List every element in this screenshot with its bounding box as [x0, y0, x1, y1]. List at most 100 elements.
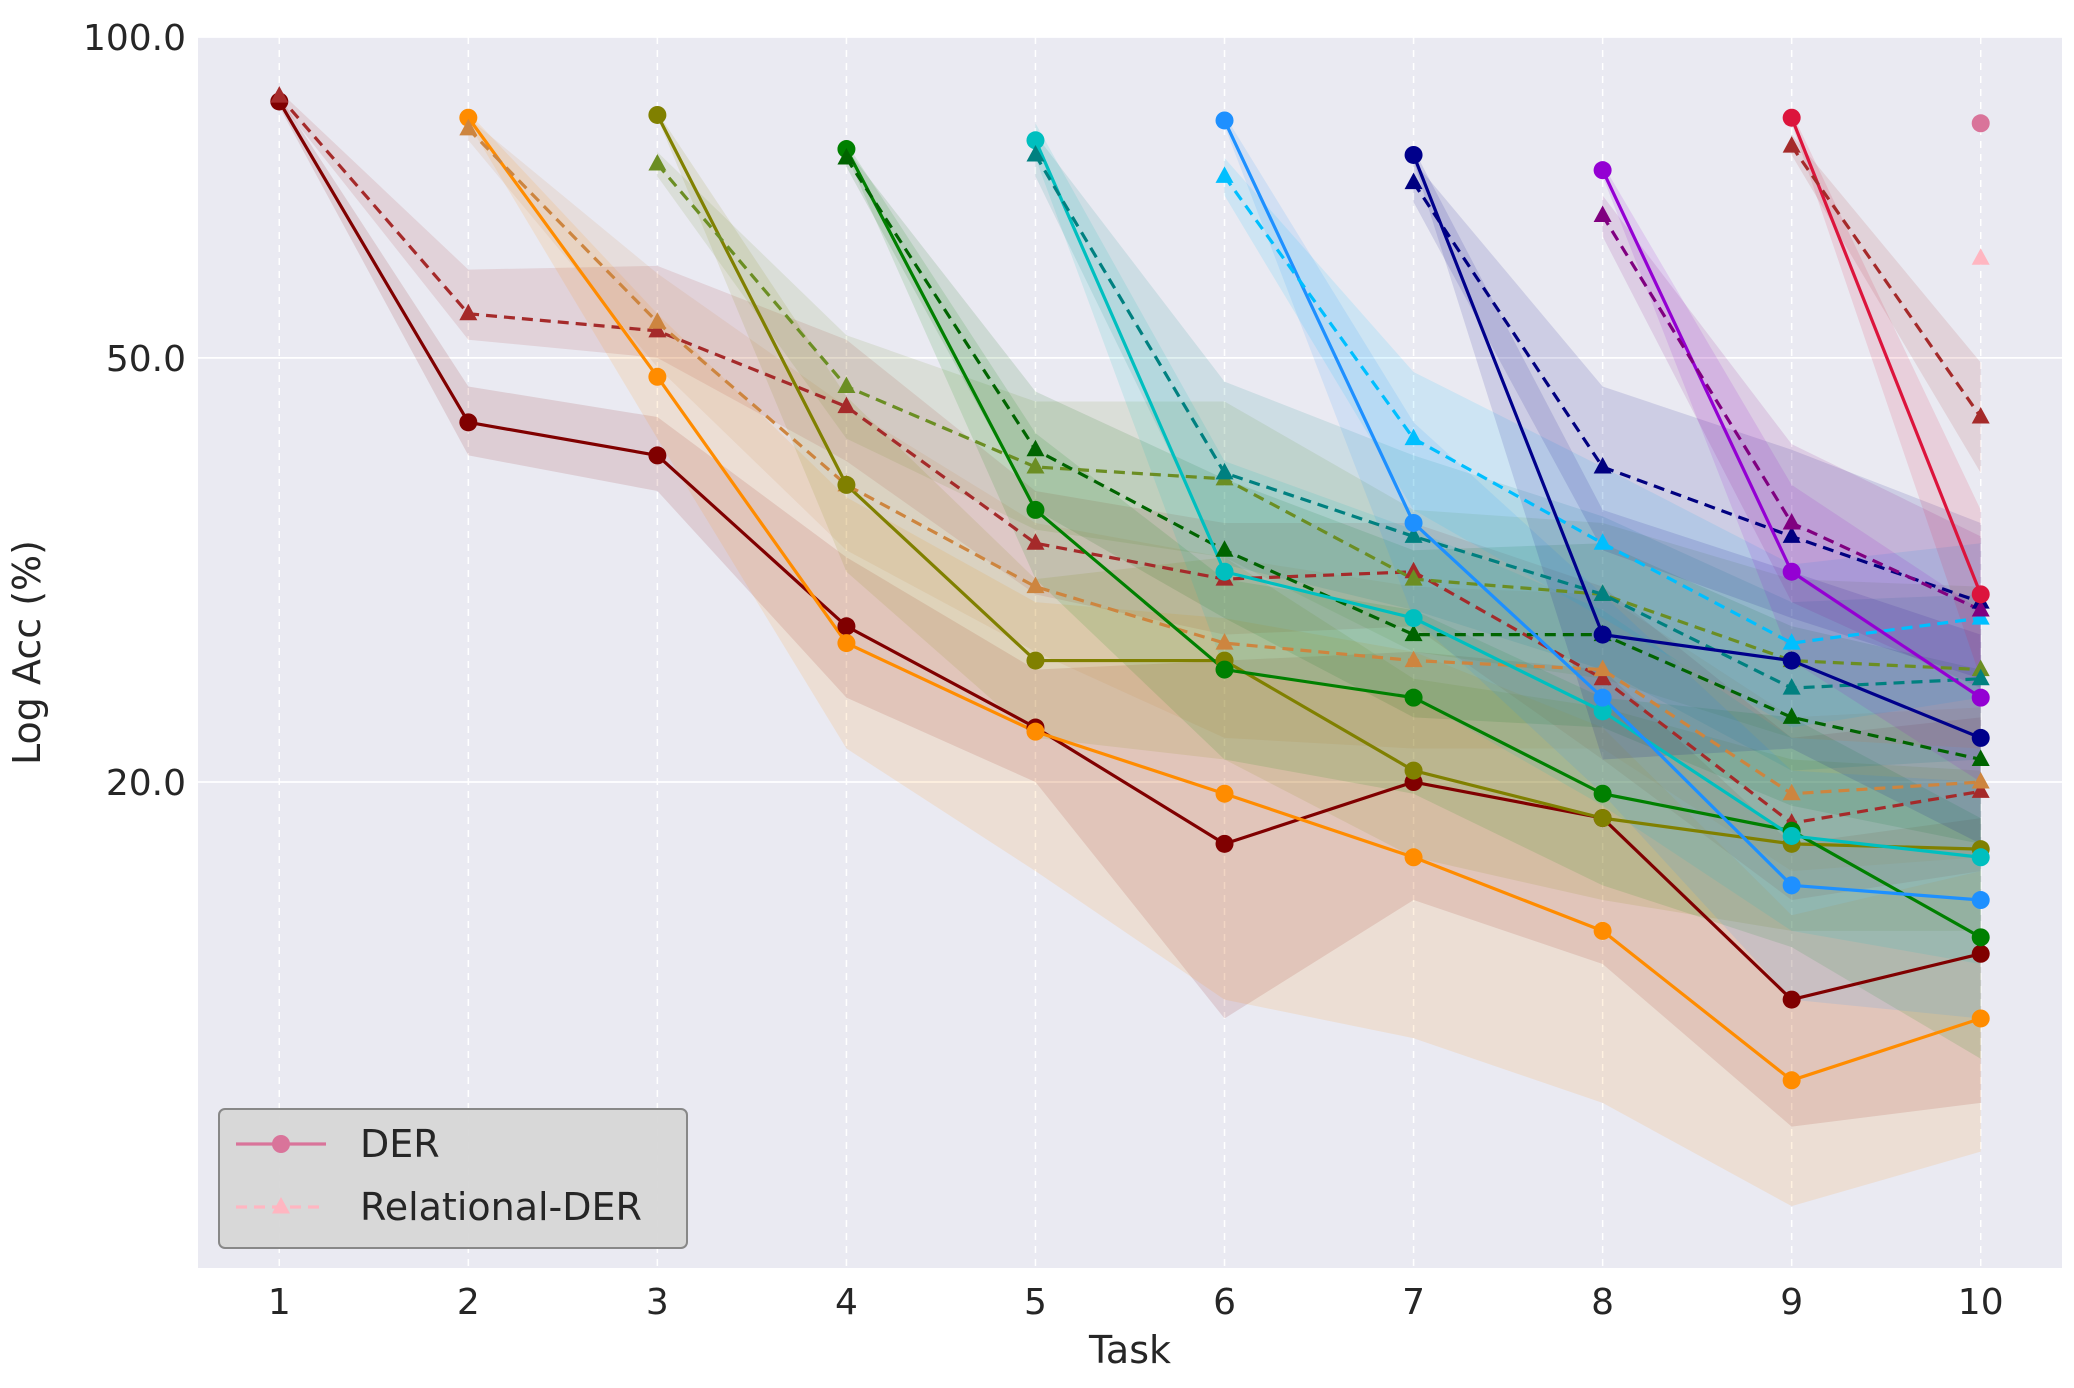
der-task-5-band	[1035, 123, 1981, 964]
relational-der-task-7-point	[1404, 172, 1423, 190]
der-task-7-line	[1412, 154, 1982, 740]
legend: DER Relational-DER	[218, 1108, 688, 1249]
der-task-2-point	[648, 367, 667, 386]
relational-der-task-4-point	[837, 147, 856, 165]
der-task-9-point	[1971, 585, 1990, 604]
der-task-4-point	[1026, 500, 1045, 519]
x-tick-label: 8	[1591, 1282, 1614, 1323]
relational-der-task-1-point	[270, 86, 289, 103]
relational-der-task-5-band	[1035, 134, 1981, 771]
relational-der-task-1-point	[1971, 781, 1990, 798]
der-task-6-point	[1215, 111, 1234, 130]
der-task-5-point	[1593, 702, 1612, 721]
relational-der-task-9-line	[1790, 145, 1983, 418]
y-tick-labels: 20.0 50.0 100.0	[83, 18, 186, 804]
relational-der-task-3-point	[1026, 456, 1045, 474]
relational-der-task-5-point	[1593, 584, 1612, 601]
der-task-4-point	[1404, 688, 1423, 707]
y-tick-label: 50.0	[106, 339, 186, 380]
der-task-3-line	[655, 114, 1981, 851]
legend-relational-der-marker	[272, 1197, 290, 1214]
legend-der-label: DER	[360, 1122, 440, 1166]
y-axis-label: Log Acc (%)	[5, 540, 49, 765]
der-task-2-point	[1593, 921, 1612, 940]
der-task-8-band	[1602, 164, 1981, 783]
relational-der-task-2-point	[648, 312, 667, 329]
x-tick-label: 5	[1024, 1282, 1047, 1323]
relational-der-task-5-point	[1971, 668, 1990, 686]
x-tick-label: 4	[835, 1282, 858, 1323]
der-task-3-point	[1026, 651, 1045, 670]
der-task-3-band	[657, 112, 1981, 931]
x-tick-label: 3	[646, 1282, 669, 1323]
der-task-2-point	[1215, 784, 1234, 803]
der-task-7-point	[1971, 728, 1990, 747]
der-task-6-point	[1404, 513, 1423, 532]
y-tick-label: 20.0	[106, 763, 186, 804]
relational-der-task-2-point	[459, 118, 478, 136]
der-task-7-band	[1413, 149, 1981, 844]
relational-der-task-8-band	[1602, 195, 1981, 689]
relational-der-task-9-band	[1791, 134, 1981, 473]
relational-der-task-8-point	[1782, 512, 1801, 530]
der-task-9-band	[1791, 112, 1981, 679]
relational-der-task-3-point	[648, 154, 667, 171]
relational-der-task-5-point	[1782, 678, 1801, 695]
relational-der-task-9-point	[1782, 136, 1801, 153]
relational-der-task-4-band	[846, 149, 1981, 844]
relational-der-task-3-point	[1404, 569, 1423, 586]
relational-der-task-8-point	[1971, 600, 1990, 617]
x-axis-label: Task	[1088, 1328, 1171, 1372]
der-task-8-point	[1971, 688, 1990, 707]
relational-der-task-7-band	[1413, 161, 1981, 679]
der-task-5-line	[1034, 139, 1981, 859]
der-task-2-point	[459, 108, 478, 127]
relational-der-task-1-band	[279, 90, 1981, 901]
der-task-8-point	[1782, 562, 1801, 581]
x-tick-label: 6	[1213, 1282, 1236, 1323]
relational-der-task-4-point	[1782, 707, 1801, 724]
y-tick-label: 100.0	[83, 18, 186, 59]
relational-der-task-5-point	[1404, 526, 1423, 543]
legend-box	[218, 1108, 688, 1249]
der-task-4-point	[1971, 928, 1990, 947]
der-task-1-band	[279, 96, 1981, 1127]
relational-der-task-4-point	[1404, 624, 1423, 642]
der-task-5-point	[1971, 848, 1990, 867]
relational-der-task-6-line	[1223, 175, 1981, 645]
relational-der-task-2-point	[1593, 659, 1612, 677]
der-task-1-line	[277, 100, 1982, 1002]
relational-der-task-5-point	[1215, 462, 1234, 480]
der-task-1-point	[1215, 834, 1234, 853]
relational-der-task-4-point	[1971, 749, 1990, 766]
der-task-6-point	[1971, 891, 1990, 910]
x-tick-label: 7	[1402, 1282, 1425, 1323]
relational-der-task-3-point	[1971, 659, 1990, 677]
der-task-6-point	[1782, 876, 1801, 895]
x-tick-labels: 1 2 3 4 5 6 7 8 9 10	[268, 1282, 2004, 1323]
relational-der-task-6-band	[1224, 157, 1981, 728]
der-task-5-point	[1404, 609, 1423, 628]
relational-der-task-2-line	[467, 127, 1981, 796]
relational-der-task-6-point	[1404, 428, 1423, 446]
relational-der-task-5-point	[1026, 144, 1045, 162]
plot-background	[198, 37, 2062, 1268]
relational-der-task-5-line	[1034, 154, 1981, 690]
relational-der-task-8-point	[1593, 205, 1612, 223]
der-task-1-point	[837, 617, 856, 636]
der-task-3-point	[837, 475, 856, 494]
relational-der-task-6-point	[1782, 633, 1801, 650]
relational-der-task-1-point	[459, 303, 478, 321]
relational-der-task-6-point	[1593, 533, 1612, 550]
x-tick-label: 9	[1780, 1282, 1803, 1323]
legend-der-marker	[272, 1135, 290, 1153]
der-task-7-point	[1593, 625, 1612, 644]
der-task-3-point	[1404, 761, 1423, 780]
der-task-9-point	[1782, 108, 1801, 127]
der-task-5-point	[1782, 826, 1801, 845]
series-markers	[270, 86, 1990, 1090]
relational-der-task-4-point	[1215, 540, 1234, 557]
relational-der-task-4-point	[1026, 439, 1045, 457]
legend-relational-der-label: Relational-DER	[360, 1185, 642, 1229]
